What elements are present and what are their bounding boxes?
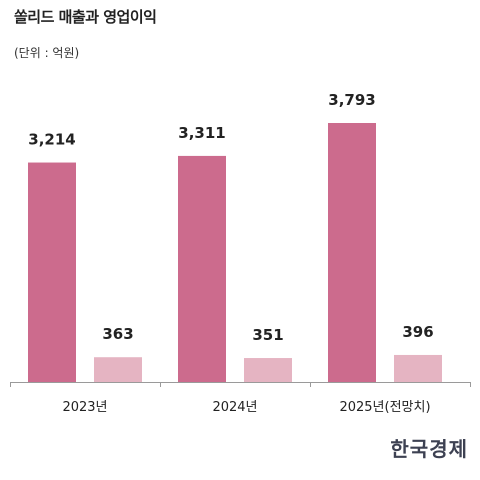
chart-title: 쏠리드 매출과 영업이익 [14, 8, 157, 26]
bar-value-label: 3,214 [28, 131, 75, 149]
bar-value-label: 3,793 [328, 91, 375, 109]
bar [328, 123, 376, 382]
bar [28, 162, 76, 382]
bar [244, 358, 292, 382]
bar-value-label: 351 [252, 326, 283, 344]
bar-value-label: 363 [102, 325, 133, 343]
category-label: 2024년 [212, 400, 257, 415]
bar-value-label: 3,311 [178, 124, 225, 142]
bar [394, 354, 442, 382]
category-label: 2025년(전망치) [339, 400, 430, 415]
bar [178, 155, 226, 382]
bar [94, 357, 142, 382]
bar-value-label: 396 [402, 323, 433, 341]
unit-label: (단위 : 억원) [14, 46, 80, 60]
hankyung-logo: 한국경제 [390, 437, 468, 461]
category-label: 2023년 [62, 400, 107, 415]
